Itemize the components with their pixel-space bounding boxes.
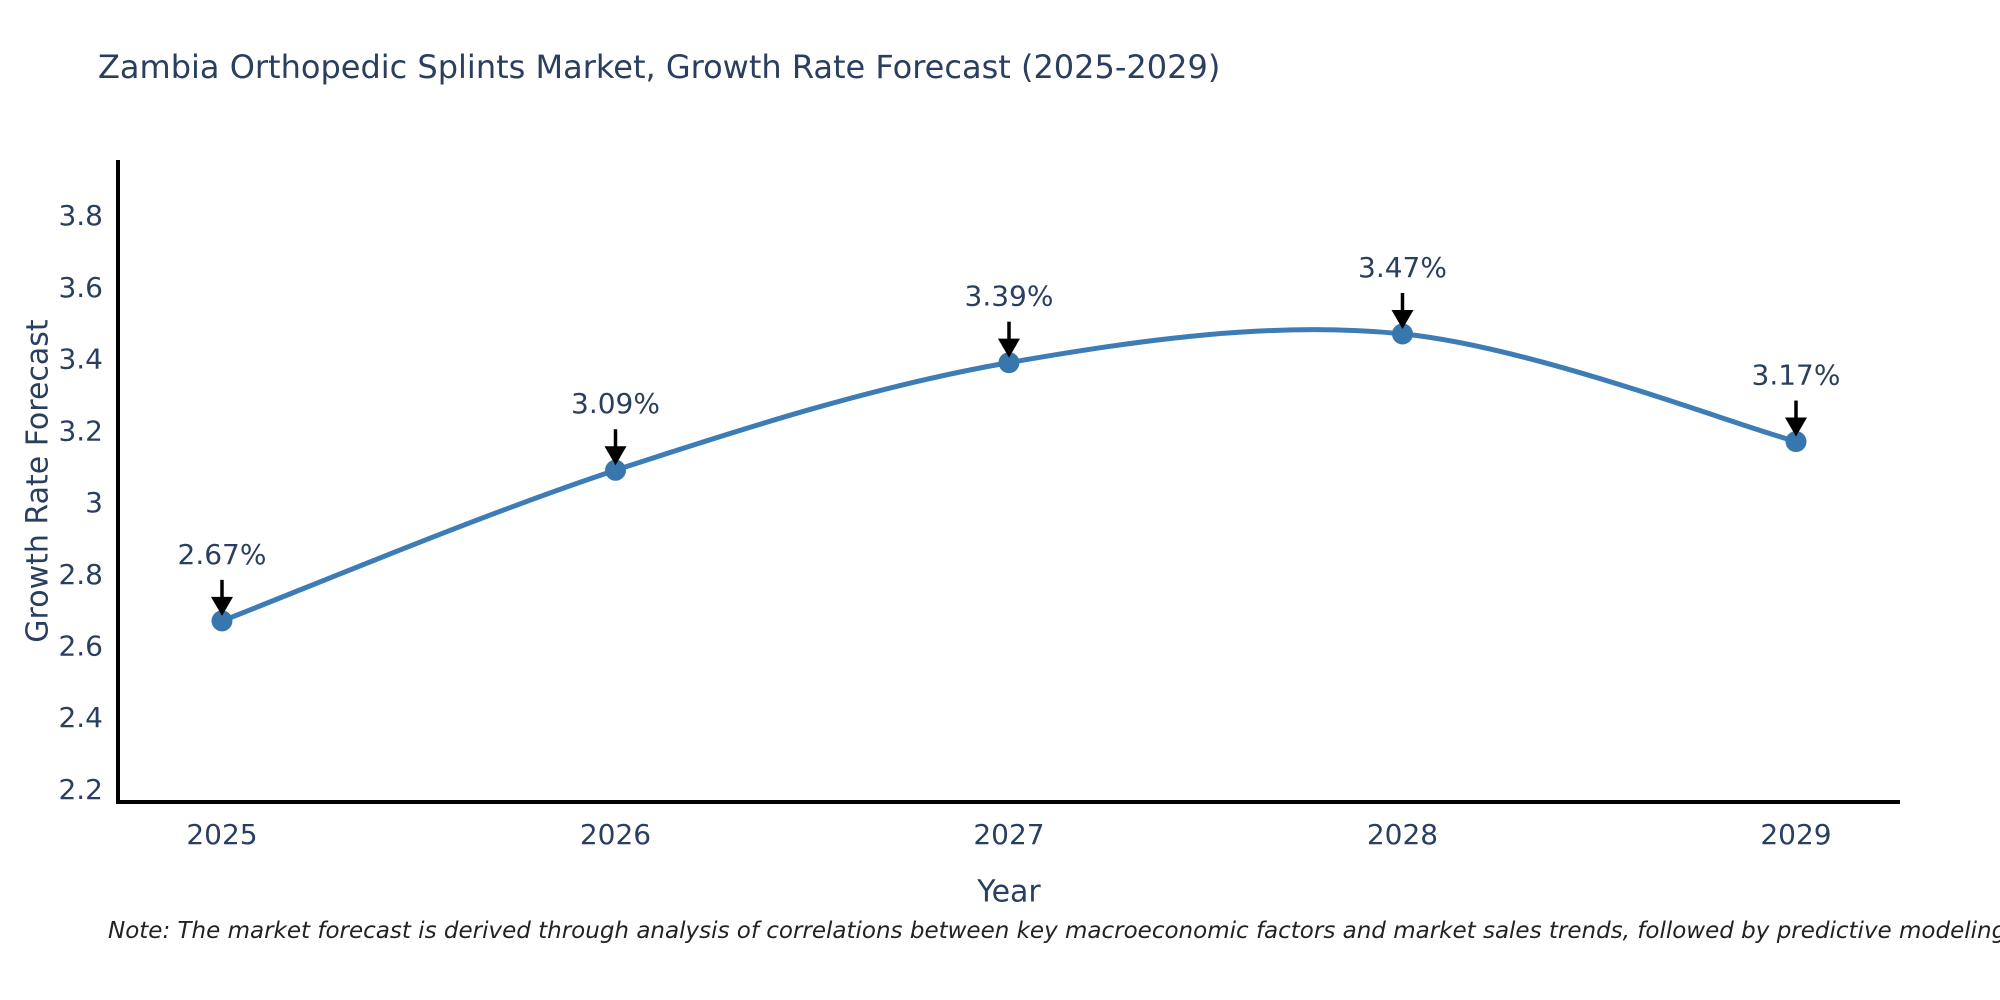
x-tick-label: 2026 (580, 818, 651, 851)
y-tick-label: 3 (85, 486, 103, 519)
annotation-arrowhead (1785, 417, 1807, 437)
chart-title: Zambia Orthopedic Splints Market, Growth… (98, 48, 1221, 86)
y-tick-label: 2.2 (58, 773, 103, 806)
data-point-2025 (211, 610, 233, 632)
y-tick-label: 2.8 (58, 558, 103, 591)
y-tick-label: 3.6 (58, 271, 103, 304)
y-tick-label: 2.4 (58, 701, 103, 734)
x-tick-label: 2028 (1367, 818, 1438, 851)
x-tick-label: 2027 (973, 818, 1044, 851)
annotation-arrowhead (998, 338, 1020, 358)
y-tick-label: 3.2 (58, 414, 103, 447)
annotation-arrowhead (1391, 309, 1414, 329)
y-tick-label: 3.8 (58, 199, 103, 232)
point-label: 3.09% (571, 387, 660, 420)
y-tick-label: 2.6 (58, 629, 103, 662)
data-point-2029 (1785, 431, 1807, 453)
data-point-2028 (1392, 323, 1413, 345)
x-tick-label: 2029 (1760, 818, 1831, 851)
point-label: 2.67% (178, 538, 267, 571)
point-label: 3.17% (1752, 359, 1841, 392)
y-tick-label: 3.4 (58, 343, 103, 376)
point-label: 3.47% (1358, 251, 1447, 284)
x-tick-label: 2025 (186, 818, 257, 851)
x-axis-title: Year (977, 874, 1041, 910)
data-point-2027 (998, 352, 1020, 374)
series-line (219, 327, 1799, 624)
annotation-arrowhead (604, 446, 627, 466)
footnote: Note: The market forecast is derived thr… (108, 918, 2000, 944)
annotation-arrowhead (211, 596, 233, 616)
data-point-2026 (605, 459, 626, 481)
point-label: 3.39% (965, 280, 1054, 313)
